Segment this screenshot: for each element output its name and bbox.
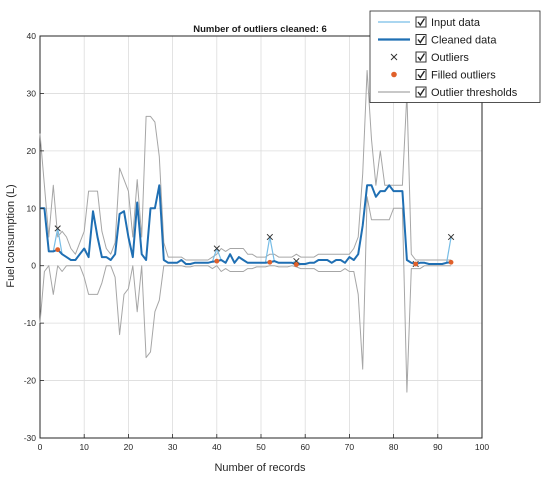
legend-swatch [390, 53, 398, 61]
outlier-upper-threshold-line [39, 70, 452, 261]
y-tick-label: 20 [27, 146, 37, 156]
outlier-marker [266, 233, 273, 241]
y-tick-label: 10 [27, 203, 37, 213]
legend-item[interactable]: Filled outliers [391, 69, 496, 82]
legend-item[interactable]: Outlier thresholds [378, 86, 518, 99]
y-tick-label: -30 [24, 433, 37, 443]
x-tick-label: 60 [300, 442, 310, 452]
y-tick-label: 30 [27, 88, 37, 98]
legend-item[interactable]: Cleaned data [378, 34, 497, 47]
chart-title: Number of outliers cleaned: 6 [193, 24, 327, 35]
legend: Input data Cleaned data Outliers Filled out… [369, 10, 541, 103]
x-tick-label: 80 [389, 442, 399, 452]
cleaned-data-line [40, 184, 452, 266]
filled-outlier-marker [214, 258, 220, 264]
legend-checkbox[interactable] [415, 86, 427, 98]
x-tick-label: 10 [79, 442, 89, 452]
filled-outlier-marker [448, 259, 454, 265]
filled-outlier-marker [267, 259, 273, 265]
outlier-marker [54, 225, 61, 232]
y-axis-label: Fuel consumption (L) [5, 184, 17, 287]
legend-label: Filled outliers [431, 70, 496, 82]
outlier-marker [447, 233, 455, 241]
legend-swatch [391, 71, 397, 78]
legend-checkbox[interactable] [415, 51, 427, 63]
legend-item[interactable]: Outliers [390, 51, 469, 64]
legend-label: Outlier thresholds [431, 87, 518, 99]
x-tick-label: 0 [38, 442, 43, 452]
series-layer [39, 70, 455, 393]
legend-label: Outliers [431, 52, 469, 64]
checkmark-icon [417, 18, 426, 27]
checkmark-icon [417, 53, 426, 62]
legend-label: Input data [431, 17, 481, 29]
filled-outlier-marker [413, 261, 419, 267]
x-tick-label: 90 [433, 442, 443, 452]
y-tick-label: 0 [31, 261, 36, 271]
y-tick-label: 40 [27, 31, 37, 41]
checkmark-icon [417, 70, 426, 79]
filled-outlier-marker [293, 262, 299, 267]
x-tick-label: 30 [168, 442, 178, 452]
checkmark-icon [417, 35, 426, 44]
checkmark-icon [417, 88, 426, 97]
y-tick-label: -10 [24, 318, 37, 328]
legend-checkbox[interactable] [415, 16, 427, 28]
x-axis-label: Number of records [214, 462, 306, 474]
outlier-lower-threshold-line [39, 196, 452, 393]
y-tick-label: -20 [24, 376, 37, 386]
outlier-marker [293, 257, 300, 265]
x-tick-label: 50 [256, 442, 266, 452]
legend-checkbox[interactable] [415, 69, 427, 80]
x-tick-label: 70 [345, 442, 355, 452]
x-tick-label: 40 [212, 442, 222, 452]
filled-outlier-marker [55, 247, 61, 253]
x-tick-label: 100 [475, 442, 489, 452]
legend-label: Cleaned data [431, 35, 497, 47]
legend-checkbox[interactable] [415, 34, 427, 45]
outlier-marker [213, 245, 220, 252]
legend-item[interactable]: Input data [378, 16, 481, 29]
x-tick-label: 20 [124, 442, 134, 452]
ticks: 0 10 20 30 40 50 60 70 80 90 100 -30 -20 -10 0 10 20 30 40 [24, 31, 490, 452]
legend-box [369, 10, 541, 103]
